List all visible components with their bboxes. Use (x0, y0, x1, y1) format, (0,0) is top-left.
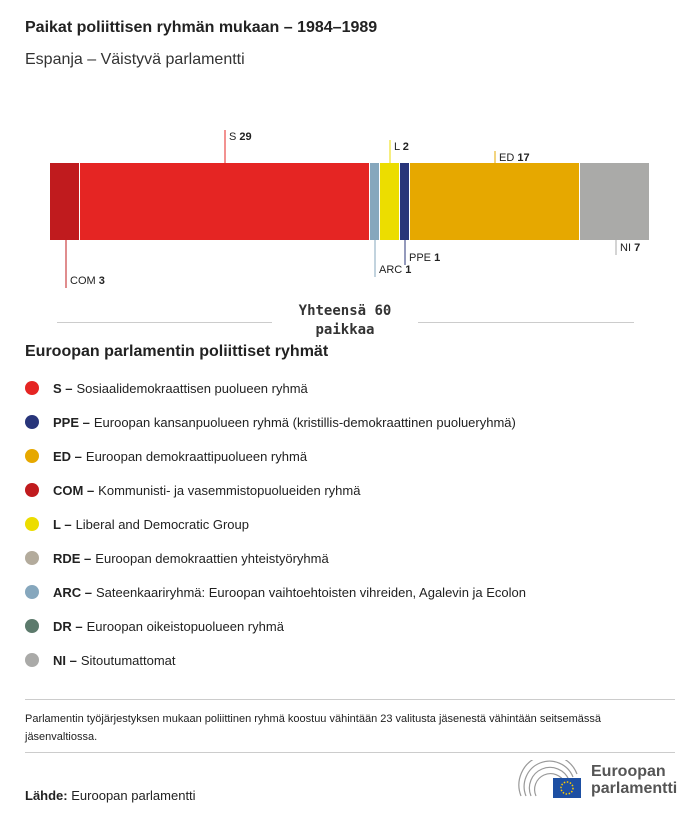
legend-text: Euroopan kansanpuolueen ryhmä (kristilli… (93, 414, 516, 430)
bar-segment-ed (410, 163, 579, 240)
legend-swatch (25, 517, 39, 531)
legend-title: Euroopan parlamentin poliittiset ryhmät (25, 343, 329, 360)
total-seats-label: Yhteensä 60 paikkaa (298, 303, 392, 338)
bar-label-com: COM 3 (70, 275, 105, 287)
legend-swatch (25, 551, 39, 565)
bar-segment-arc (370, 163, 379, 240)
bar-label-ed: ED 17 (499, 152, 530, 164)
legend-swatch (25, 483, 39, 497)
bar-label-l: L 2 (394, 141, 409, 153)
source: Lähde: Euroopan parlamentti (25, 788, 196, 803)
legend-item: ED – Euroopan demokraattipuolueen ryhmä (25, 439, 526, 473)
legend-abbr: PPE – (53, 414, 90, 430)
legend-swatch (25, 415, 39, 429)
legend-item: L – Liberal and Democratic Group (25, 507, 526, 541)
legend-text: Liberal and Democratic Group (75, 516, 249, 532)
legend-text: Sosiaalidemokraattisen puolueen ryhmä (76, 380, 308, 396)
legend-item: COM – Kommunisti- ja vasemmistopuolueiden… (25, 473, 526, 507)
legend-item: PPE – Euroopan kansanpuolueen ryhmä (kris… (25, 405, 526, 439)
divider (57, 322, 272, 323)
ep-logo: Euroopan parlamentti (517, 760, 677, 800)
legend-text: Euroopan demokraattien yhteistyöryhmä (95, 550, 329, 566)
legend-abbr: NI – (53, 652, 77, 668)
logo-text: Euroopan (591, 763, 666, 780)
legend-text: Sateenkaariryhmä: Euroopan vaihtoehtoist… (96, 584, 527, 600)
bar-segment-com (50, 163, 79, 240)
legend-swatch (25, 585, 39, 599)
legend: S – Sosiaalidemokraattisen puolueen ryhmä… (25, 371, 526, 677)
legend-abbr: S – (53, 380, 73, 396)
bar-segment-s (80, 163, 369, 240)
bar-label-arc: ARC 1 (379, 264, 411, 276)
bar-label-ni: NI 7 (620, 242, 640, 254)
chart-title: Paikat poliittisen ryhmän mukaan – 1984–… (25, 19, 378, 36)
source-label: Lähde: (25, 788, 68, 803)
logo-text: parlamentti (591, 780, 678, 797)
legend-abbr: ED – (53, 448, 82, 464)
legend-item: DR – Euroopan oikeistopuolueen ryhmä (25, 609, 526, 643)
divider (25, 752, 675, 753)
divider (25, 699, 675, 700)
chart-subtitle: Espanja – Väistyvä parlamentti (25, 51, 245, 68)
seat-bar-chart: COM 3 S 29 ARC 1 L 2 PPE 1 ED 17 NI 7 (50, 130, 649, 288)
source-value: Euroopan parlamentti (71, 788, 196, 803)
legend-abbr: L – (53, 516, 72, 532)
bar-label-ppe: PPE 1 (409, 252, 440, 264)
bar-segment-l (380, 163, 399, 240)
legend-text: Euroopan oikeistopuolueen ryhmä (86, 618, 284, 634)
legend-item: ARC – Sateenkaariryhmä: Euroopan vaihtoeh… (25, 575, 526, 609)
bar-label-s: S 29 (229, 131, 252, 143)
legend-abbr: ARC – (53, 584, 93, 600)
legend-swatch (25, 653, 39, 667)
footnote: Parlamentin työjärjestyksen mukaan polii… (25, 713, 601, 743)
legend-text: Euroopan demokraattipuolueen ryhmä (85, 448, 308, 464)
legend-abbr: COM – (53, 482, 95, 498)
legend-item: S – Sosiaalidemokraattisen puolueen ryhmä (25, 371, 526, 405)
bar-segment-ppe (400, 163, 409, 240)
divider (418, 322, 634, 323)
legend-swatch (25, 381, 39, 395)
legend-swatch (25, 619, 39, 633)
parliament-hemicycle-icon (518, 760, 581, 798)
bar-segment-ni (580, 163, 649, 240)
legend-swatch (25, 449, 39, 463)
legend-item: NI – Sitoutumattomat (25, 643, 526, 677)
legend-abbr: RDE – (53, 550, 92, 566)
legend-abbr: DR – (53, 618, 83, 634)
legend-text: Kommunisti- ja vasemmistopuolueiden ryhm… (98, 482, 361, 498)
legend-item: RDE – Euroopan demokraattien yhteistyöryh… (25, 541, 526, 575)
legend-text: Sitoutumattomat (80, 652, 176, 668)
